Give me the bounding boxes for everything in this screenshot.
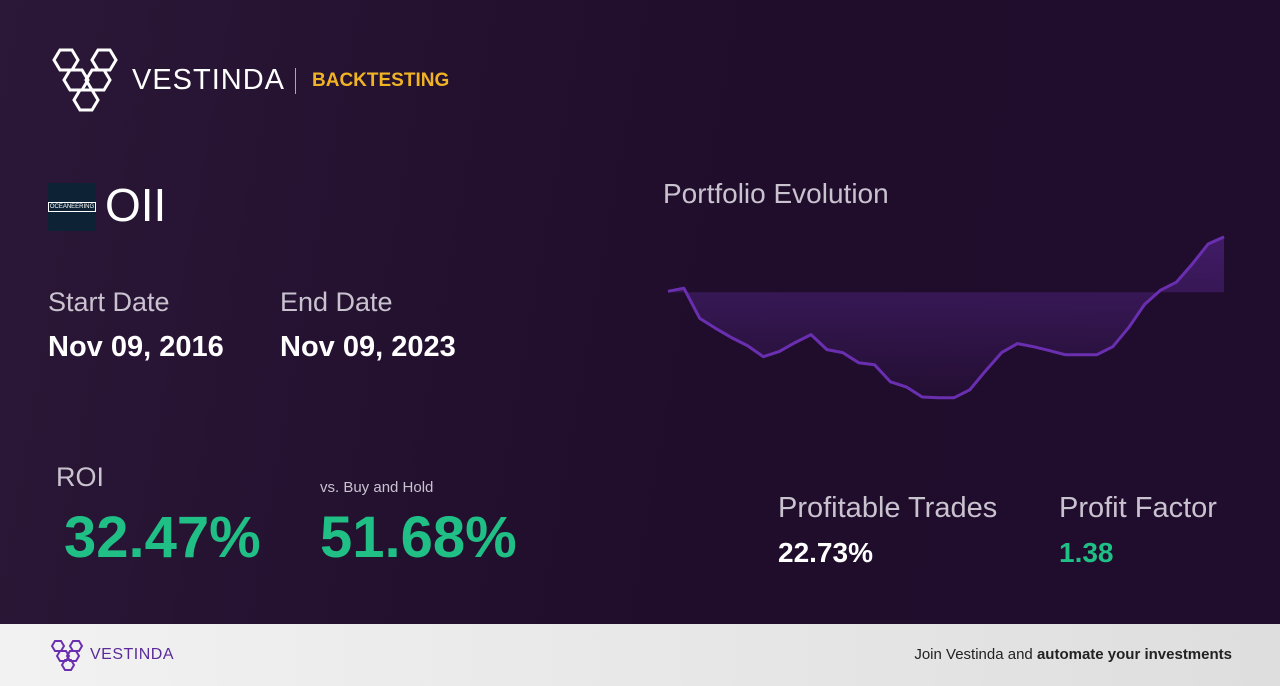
end-label: End Date bbox=[280, 287, 393, 317]
pf-label: Profit Factor bbox=[1059, 492, 1217, 524]
footer: VESTINDA Join Vestinda and automate your… bbox=[0, 624, 1280, 686]
start-label: Start Date bbox=[48, 287, 170, 317]
vs-label: vs. Buy and Hold bbox=[320, 479, 434, 496]
divider bbox=[295, 68, 296, 94]
section: BACKTESTING bbox=[312, 70, 450, 91]
trades-value: 22.73% bbox=[778, 537, 873, 568]
vs-value: 51.68% bbox=[320, 505, 517, 570]
cta-plain: Join Vestinda and bbox=[914, 646, 1033, 663]
logo-icon bbox=[52, 48, 118, 112]
end-date: Nov 09, 2023 bbox=[280, 331, 456, 363]
asset-logo-text: OCEANEERING bbox=[47, 202, 97, 212]
roi-label: ROI bbox=[56, 462, 105, 492]
ticker: OII bbox=[105, 179, 167, 231]
chart bbox=[667, 235, 1225, 400]
footer-cta[interactable]: Join Vestinda and automate your investme… bbox=[914, 646, 1232, 663]
start-date: Nov 09, 2016 bbox=[48, 331, 224, 363]
roi-value: 32.47% bbox=[64, 505, 261, 570]
cta-bold: automate your investments bbox=[1036, 646, 1232, 663]
brand: VESTINDA bbox=[132, 64, 286, 96]
footer-logo-icon bbox=[50, 640, 84, 671]
asset-logo: OCEANEERING bbox=[47, 183, 97, 231]
footer-brand: VESTINDA bbox=[90, 646, 175, 663]
chart-title: Portfolio Evolution bbox=[663, 178, 889, 209]
portfolio-line bbox=[667, 235, 1225, 400]
trades-label: Profitable Trades bbox=[778, 492, 998, 524]
area-fill bbox=[668, 236, 1224, 398]
pf-value: 1.38 bbox=[1059, 537, 1114, 568]
